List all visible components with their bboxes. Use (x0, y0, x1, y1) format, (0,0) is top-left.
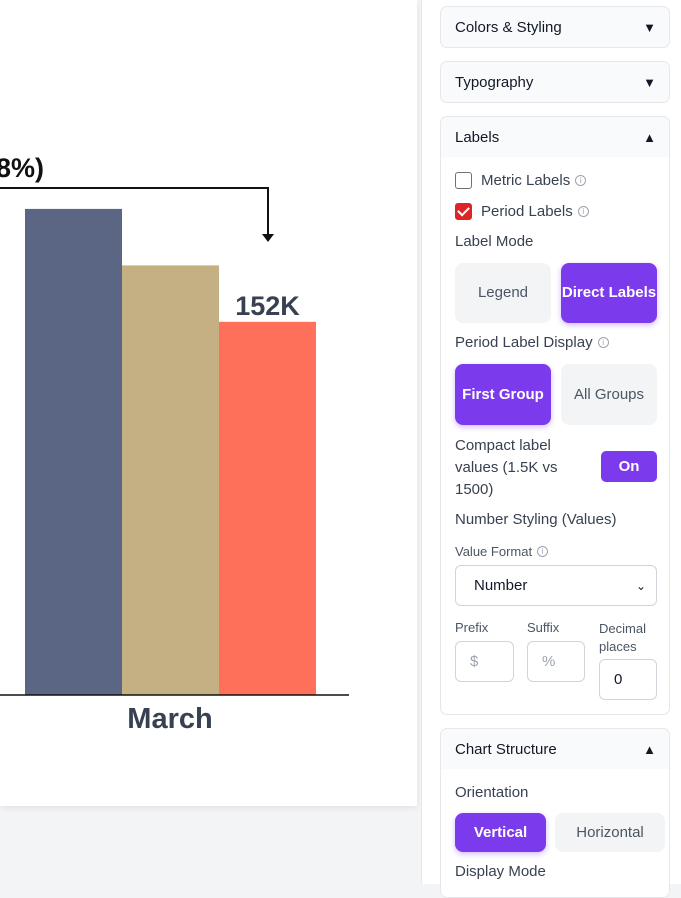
horizontal-orientation-button[interactable]: Horizontal (555, 813, 665, 852)
section-header[interactable]: Typography ▼ (441, 62, 669, 102)
canvas-area: 8%) 152K March (0, 0, 417, 806)
decimal-places-input[interactable]: 0 (599, 659, 657, 700)
metric-labels-checkbox[interactable] (455, 172, 472, 189)
value-format-selected: Number (474, 577, 528, 594)
direct-labels-button[interactable]: Direct Labels (561, 263, 657, 323)
info-icon: i (597, 337, 609, 348)
section-labels: Labels ▲ Metric Labels i Period Labels i… (440, 116, 670, 715)
display-mode-heading: Display Mode (455, 863, 546, 880)
bar-chart: 8%) 152K March (0, 153, 349, 735)
value-format-label: Value Format (455, 544, 533, 559)
metric-labels-row[interactable]: Metric Labels i (455, 172, 587, 189)
section-colors-styling[interactable]: Colors & Styling ▼ (440, 6, 670, 48)
info-icon: i (537, 546, 549, 557)
orientation-heading: Orientation (455, 784, 529, 801)
first-group-button[interactable]: First Group (455, 364, 551, 425)
section-header[interactable]: Colors & Styling ▼ (441, 7, 669, 47)
caret-up-icon: ▲ (643, 129, 656, 145)
suffix-label: Suffix (527, 620, 560, 635)
info-icon: i (575, 175, 587, 186)
prefix-input[interactable]: $ (455, 641, 514, 682)
period-label-display-text: Period Label Display (455, 334, 593, 351)
caret-up-icon: ▲ (643, 741, 656, 757)
compact-label-toggle[interactable]: On (601, 451, 657, 482)
all-groups-button[interactable]: All Groups (561, 364, 657, 425)
decimal-places-label: Decimal places (599, 621, 646, 654)
metric-labels-label: Metric Labels (481, 172, 571, 189)
suffix-input[interactable]: % (527, 641, 585, 682)
period-labels-checkbox[interactable] (455, 203, 472, 220)
comparison-bracket (0, 187, 274, 242)
value-format-heading: Value Format i (455, 544, 549, 559)
section-chart-structure: Chart Structure ▲ Orientation Vertical H… (440, 728, 670, 898)
bar-value-label: 152K (235, 291, 300, 321)
section-header[interactable]: Labels ▲ (441, 117, 669, 157)
section-title: Typography (455, 73, 534, 91)
vertical-orientation-button[interactable]: Vertical (455, 813, 546, 852)
section-title: Chart Structure (455, 740, 557, 758)
x-axis-tick-label: March (127, 703, 212, 735)
section-title: Colors & Styling (455, 18, 562, 36)
period-labels-label: Period Labels (481, 203, 573, 220)
period-labels-row[interactable]: Period Labels i (455, 203, 589, 220)
settings-panel: Colors & Styling ▼ Typography ▼ Labels ▲… (421, 0, 681, 898)
caret-down-icon: ▼ (643, 19, 656, 35)
info-icon: i (577, 206, 589, 217)
chevron-down-icon: ⌄ (635, 578, 646, 593)
legend-mode-button[interactable]: Legend (455, 263, 551, 323)
number-styling-heading: Number Styling (Values) (455, 511, 617, 528)
section-typography[interactable]: Typography ▼ (440, 61, 670, 103)
label-mode-heading: Label Mode (455, 233, 534, 250)
caret-down-icon: ▼ (643, 74, 656, 90)
compact-label-text: Compact label values (1.5K vs 1500) (455, 437, 558, 498)
bar-series-3[interactable] (219, 321, 316, 695)
prefix-label: Prefix (455, 620, 489, 635)
chart-title-fragment: 8%) (0, 153, 44, 183)
bar-series-2[interactable] (122, 265, 219, 695)
bar-series-1[interactable] (25, 208, 122, 695)
section-title: Labels (455, 128, 500, 146)
chart-card: 8%) 152K March (0, 0, 417, 806)
value-format-select[interactable]: Number ⌄ (455, 565, 657, 606)
section-header[interactable]: Chart Structure ▲ (441, 729, 669, 769)
period-label-display-heading: Period Label Display i (455, 334, 609, 351)
arrow-down-icon (262, 234, 274, 242)
